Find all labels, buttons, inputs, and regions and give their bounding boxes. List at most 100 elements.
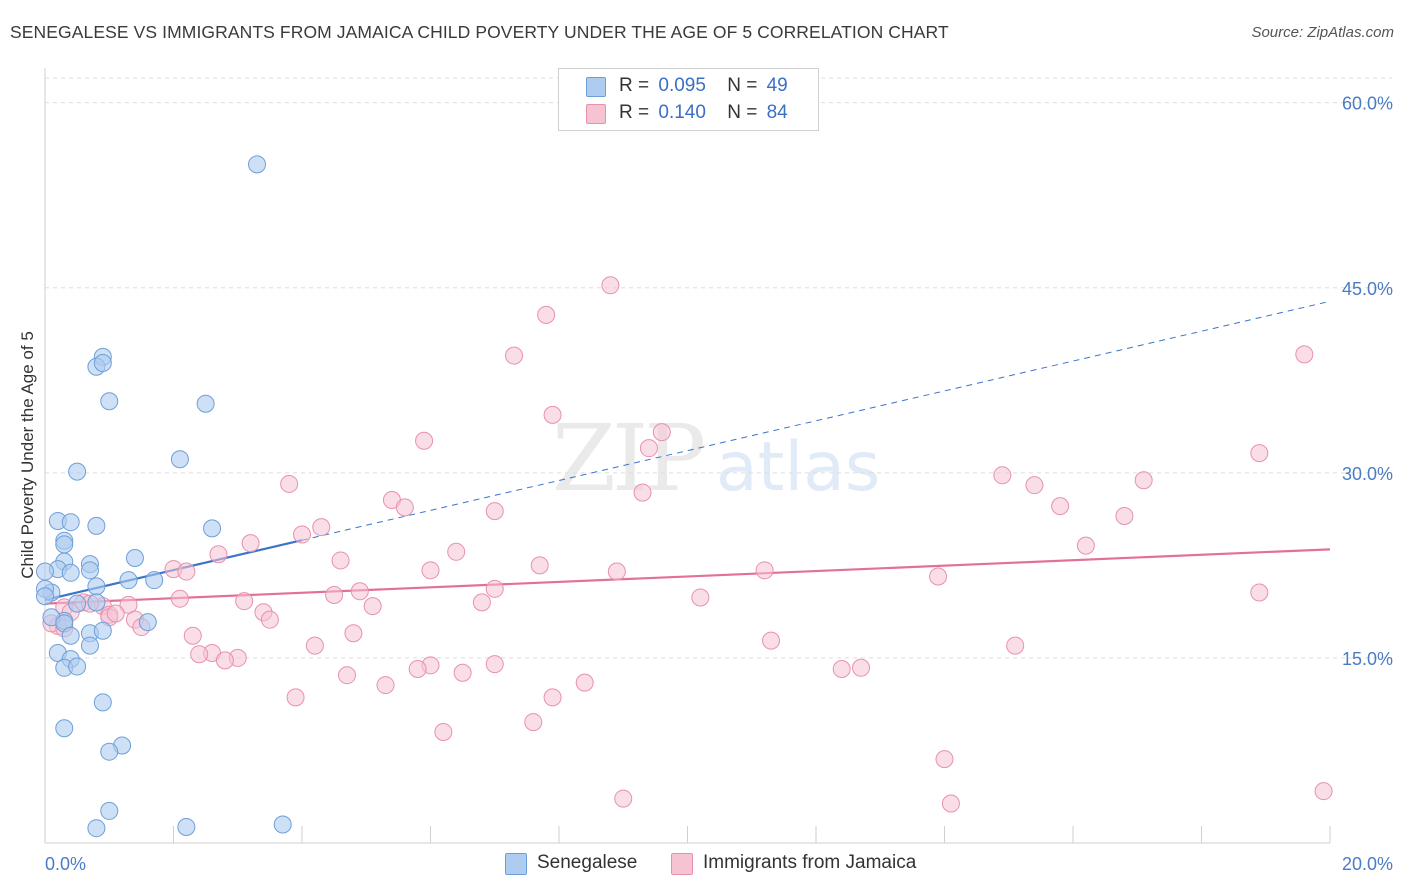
- data-point-jamaica: [235, 592, 254, 611]
- data-point-jamaica: [331, 551, 350, 570]
- data-point-jamaica: [614, 789, 633, 808]
- data-point-jamaica: [395, 498, 414, 517]
- data-point-jamaica: [305, 636, 324, 655]
- data-point-jamaica: [350, 582, 369, 601]
- data-point-jamaica: [1051, 497, 1070, 516]
- data-point-jamaica: [832, 660, 851, 679]
- data-point-senegalese: [196, 394, 215, 413]
- data-point-jamaica: [106, 604, 125, 623]
- data-point-jamaica: [209, 545, 228, 564]
- data-point-jamaica: [421, 561, 440, 580]
- x-tick-label: 20.0%: [1342, 854, 1393, 874]
- data-point-jamaica: [485, 655, 504, 674]
- data-point-jamaica: [344, 624, 363, 643]
- chart-title: SENEGALESE VS IMMIGRANTS FROM JAMAICA CH…: [10, 22, 949, 42]
- data-point-senegalese: [248, 155, 267, 174]
- data-point-jamaica: [1134, 471, 1153, 490]
- data-point-senegalese: [100, 742, 119, 761]
- data-point-jamaica: [691, 588, 710, 607]
- data-point-jamaica: [177, 562, 196, 581]
- data-point-senegalese: [203, 519, 222, 538]
- data-point-jamaica: [286, 688, 305, 707]
- tick-labels: 15.0% 30.0% 45.0% 60.0% 0.0% 20.0%: [45, 94, 1393, 874]
- data-point-senegalese: [61, 513, 80, 532]
- bottom-legend-swatch-blue: [505, 853, 527, 875]
- trend-lines: [44, 300, 1331, 605]
- trend-line-senegalese-dashed: [301, 300, 1331, 541]
- data-point-jamaica: [376, 676, 395, 695]
- data-point-jamaica: [363, 597, 382, 616]
- data-point-senegalese: [36, 562, 54, 581]
- data-point-senegalese: [273, 815, 292, 834]
- data-point-jamaica: [312, 518, 331, 537]
- data-point-jamaica: [183, 626, 202, 645]
- data-point-jamaica: [260, 610, 279, 629]
- data-point-senegalese: [61, 626, 80, 645]
- data-point-senegalese: [125, 548, 144, 567]
- y-axis-title: Child Poverty Under the Age of 5: [18, 331, 37, 579]
- data-point-jamaica: [1295, 345, 1314, 364]
- trend-line-jamaica: [44, 548, 1331, 605]
- data-point-jamaica: [505, 346, 524, 365]
- data-point-jamaica: [472, 593, 491, 612]
- data-point-jamaica: [447, 542, 466, 561]
- data-point-jamaica: [851, 658, 870, 677]
- y-tick-label: 60.0%: [1342, 94, 1393, 114]
- data-point-jamaica: [1006, 636, 1025, 655]
- data-point-jamaica: [755, 561, 774, 580]
- data-point-jamaica: [434, 722, 453, 741]
- watermark-atlas: atlas: [716, 428, 881, 507]
- data-point-senegalese: [68, 657, 87, 676]
- data-point-jamaica: [325, 585, 344, 604]
- data-point-senegalese: [119, 571, 138, 590]
- y-tick-label: 15.0%: [1342, 649, 1393, 669]
- data-point-senegalese: [87, 577, 106, 596]
- legend-r-label: R =: [619, 75, 650, 96]
- data-point-jamaica: [1076, 536, 1095, 555]
- data-point-jamaica: [537, 305, 556, 324]
- data-point-jamaica: [530, 556, 549, 575]
- grid-lines: [45, 77, 1392, 659]
- data-point-senegalese: [93, 693, 112, 712]
- data-point-senegalese: [61, 563, 80, 582]
- watermark-zip: ZIP: [552, 405, 706, 512]
- data-point-jamaica: [1314, 782, 1333, 801]
- legend-n-label: N =: [727, 102, 758, 123]
- data-point-jamaica: [119, 595, 138, 614]
- data-point-jamaica: [652, 423, 671, 442]
- data-point-senegalese: [80, 561, 99, 580]
- data-point-jamaica: [337, 666, 356, 685]
- y-tick-label: 30.0%: [1342, 464, 1393, 484]
- data-point-jamaica: [293, 525, 311, 544]
- data-point-senegalese: [138, 613, 157, 632]
- data-point-jamaica: [524, 713, 543, 732]
- legend-n-value: 49: [766, 75, 788, 96]
- data-point-jamaica: [935, 750, 954, 769]
- legend-r-value: 0.095: [658, 75, 706, 96]
- legend-swatch-blue: [586, 77, 606, 97]
- series-senegalese-points: [36, 155, 292, 838]
- data-point-senegalese: [87, 819, 106, 838]
- data-point-senegalese: [68, 462, 87, 481]
- legend-r-label: R =: [619, 102, 650, 123]
- source-label: Source: ZipAtlas.com: [1251, 24, 1394, 41]
- axes: [44, 68, 1331, 844]
- data-point-jamaica: [485, 579, 504, 598]
- bottom-legend-label: Immigrants from Jamaica: [703, 852, 917, 873]
- data-point-jamaica: [485, 502, 504, 521]
- data-point-jamaica: [1250, 583, 1269, 602]
- data-point-senegalese: [145, 571, 164, 590]
- data-point-jamaica: [1250, 444, 1269, 463]
- data-point-senegalese: [100, 392, 119, 411]
- data-point-jamaica: [633, 483, 652, 502]
- legend-r-value: 0.140: [658, 102, 706, 123]
- legend-n-label: N =: [727, 75, 758, 96]
- stats-legend: R = 0.095 N = 49 R = 0.140 N = 84: [558, 68, 819, 131]
- data-point-senegalese: [36, 587, 54, 606]
- legend-swatch-pink: [586, 104, 606, 124]
- data-point-senegalese: [177, 817, 196, 836]
- data-point-jamaica: [215, 651, 234, 670]
- bottom-legend-label: Senegalese: [537, 852, 638, 873]
- data-point-jamaica: [639, 439, 658, 458]
- data-point-senegalese: [68, 594, 87, 613]
